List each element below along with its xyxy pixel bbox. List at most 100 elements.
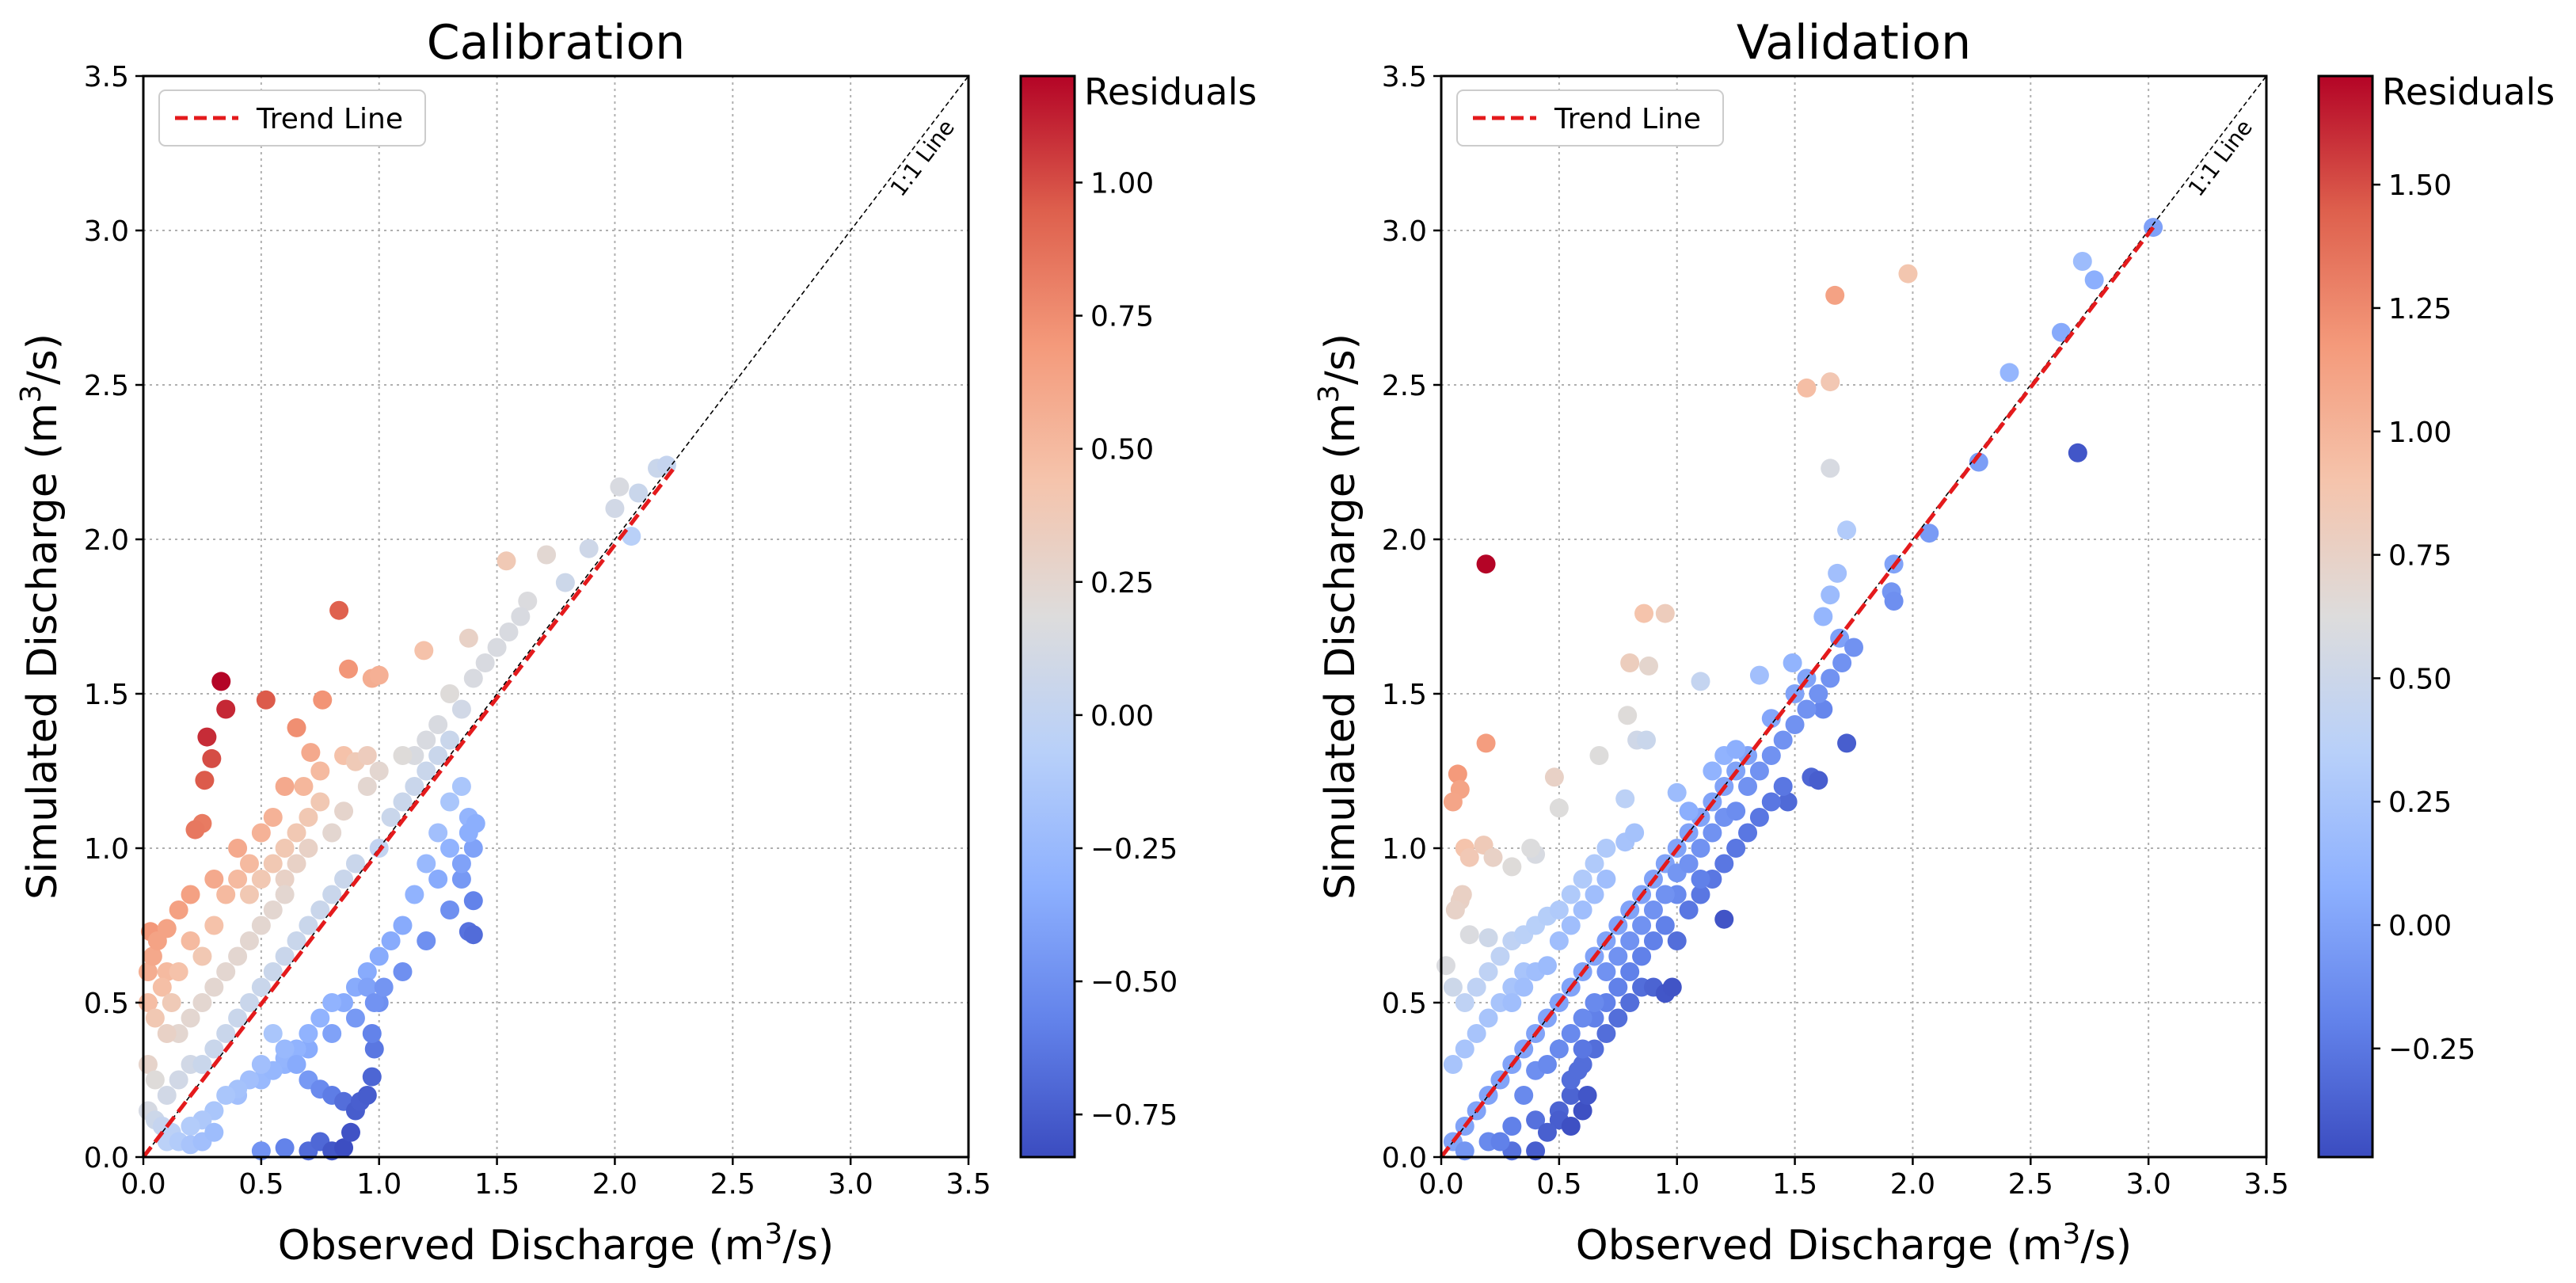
y-tick-label: 1.5: [84, 679, 129, 711]
colorbar-tick-label: −0.25: [1090, 833, 1178, 866]
scatter-point: [1568, 1060, 1588, 1080]
scatter-point: [251, 1055, 271, 1074]
scatter-point: [1573, 1039, 1592, 1059]
scatter-point: [204, 916, 224, 935]
colorbar-tick-label: 1.00: [2388, 417, 2452, 449]
scatter-point: [345, 854, 365, 874]
scatter-point: [1561, 1086, 1581, 1105]
scatter-point: [251, 1141, 271, 1161]
scatter-point: [1455, 993, 1474, 1012]
scatter-point: [169, 900, 188, 919]
scatter-point: [310, 900, 330, 919]
colorbar-tick-label: 0.50: [2388, 663, 2452, 695]
scatter-point: [147, 931, 167, 950]
scatter-point: [275, 777, 295, 796]
x-tick-label: 0.0: [1418, 1168, 1463, 1201]
scatter-point: [1478, 1008, 1498, 1028]
scatter-point: [1809, 771, 1828, 790]
legend-box: [1456, 89, 1724, 147]
y-tick-label: 2.5: [1382, 370, 1427, 402]
scatter-point: [428, 715, 448, 734]
scatter-point: [428, 823, 448, 843]
scatter-point: [239, 931, 259, 950]
scatter-point: [256, 690, 276, 710]
x-tick-label: 3.5: [2243, 1168, 2289, 1201]
scatter-point: [1448, 764, 1467, 784]
scatter-point: [251, 916, 271, 935]
colorbar-tick-label: 1.00: [1090, 167, 1154, 200]
scatter-point: [157, 1024, 177, 1043]
y-tick-label: 1.0: [1382, 833, 1427, 866]
y-tick-label: 3.0: [1382, 215, 1427, 248]
scatter-point: [1821, 372, 1840, 392]
scatter-point: [1813, 699, 1833, 719]
scatter-point: [1526, 1141, 1546, 1161]
scatter-point: [204, 1122, 224, 1142]
scatter-point: [1436, 956, 1455, 976]
scatter-point: [1585, 993, 1604, 1012]
scatter-point: [440, 684, 460, 703]
scatter-point: [487, 638, 507, 657]
scatter-point: [1620, 993, 1640, 1012]
scatter-point: [1561, 1024, 1581, 1043]
colorbar-tick-label: 0.00: [1090, 700, 1154, 733]
x-tick-label: 1.5: [1772, 1168, 1817, 1201]
scatter-point: [1549, 900, 1569, 919]
scatter-point: [1585, 854, 1604, 874]
scatter-point: [216, 885, 236, 904]
scatter-point: [1773, 777, 1793, 796]
scatter-point: [1544, 767, 1564, 787]
scatter-point: [463, 668, 483, 688]
scatter-point: [275, 946, 295, 966]
x-tick-label: 1.5: [474, 1168, 519, 1201]
scatter-point: [263, 962, 283, 981]
x-tick-label: 0.0: [120, 1168, 166, 1201]
colorbar-tick-label: 0.00: [2388, 910, 2452, 942]
scatter-point: [185, 820, 205, 839]
scatter-point: [1537, 1122, 1557, 1142]
scatter-point: [1638, 656, 1658, 676]
scatter-point: [1596, 870, 1616, 889]
scatter-point: [1797, 699, 1817, 719]
scatter-point: [169, 1070, 188, 1090]
scatter-point: [1467, 977, 1486, 997]
scatter-point: [1749, 761, 1769, 781]
scatter-point: [275, 839, 295, 858]
scatter-point: [263, 1024, 283, 1043]
scatter-point: [357, 962, 377, 981]
scatter-point: [440, 839, 460, 858]
scatter-point: [263, 900, 283, 919]
scatter-point: [192, 1055, 212, 1074]
one-to-one-label: 1:1 Line: [2183, 115, 2258, 201]
scatter-point: [440, 792, 460, 812]
scatter-point: [1714, 909, 1734, 929]
colorbar-tick-label: 0.25: [1090, 567, 1154, 600]
plot-frame: [1440, 74, 2268, 1159]
scatter-point: [1625, 823, 1645, 843]
scatter-point: [239, 854, 259, 874]
scatter-point: [393, 916, 413, 935]
x-tick-label: 3.5: [946, 1168, 991, 1201]
scatter-point: [1738, 777, 1758, 796]
scatter-point: [1844, 638, 1863, 657]
scatter-point: [1655, 603, 1675, 623]
scatter-point: [1620, 962, 1640, 981]
scatter-point: [1521, 839, 1541, 858]
scatter-point: [1825, 285, 1845, 305]
scatter-point: [2051, 322, 2071, 342]
scatter-point: [440, 730, 460, 750]
scatter-point: [192, 946, 212, 966]
scatter-point: [1452, 885, 1472, 904]
scatter-point: [310, 792, 330, 812]
scatter-point: [329, 600, 349, 620]
scatter-point: [216, 699, 236, 719]
legend-trend-label: Trend Line: [1554, 103, 1701, 135]
scatter-point: [287, 823, 306, 843]
scatter-point: [251, 870, 271, 889]
scatter-point: [463, 925, 483, 945]
scatter-point: [181, 931, 200, 950]
scatter-point: [1459, 847, 1479, 867]
scatter-point: [605, 499, 625, 518]
scatter-point: [287, 718, 306, 737]
scatter-point: [463, 839, 483, 858]
